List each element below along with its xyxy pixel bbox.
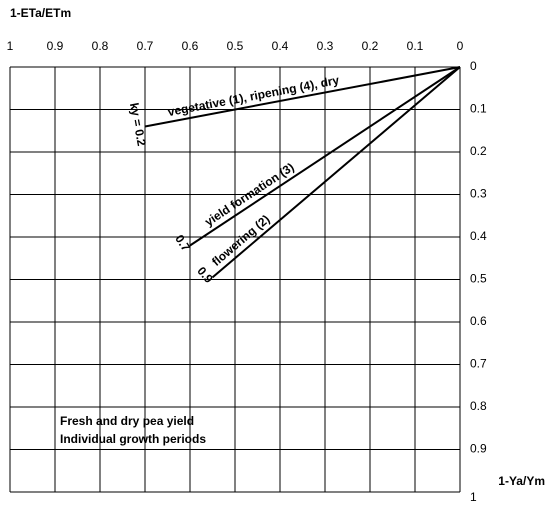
x-tick-label: 0.1 [407, 39, 424, 53]
data-line [189, 66, 461, 247]
x-axis-label: 1-ETa/ETm [10, 6, 71, 20]
ky-label: 0.9 [194, 264, 216, 286]
x-tick-label: 0.8 [92, 39, 109, 53]
x-tick-label: 0.6 [182, 39, 199, 53]
data-line [211, 66, 461, 279]
x-tick-label: 0.2 [362, 39, 379, 53]
line-label: vegetative (1), ripening (4), dry [167, 73, 341, 119]
y-tick-label: 0.3 [470, 187, 487, 201]
x-tick-label: 0.5 [227, 39, 244, 53]
x-tick-label: 0.7 [137, 39, 154, 53]
y-tick-label: 0 [470, 59, 477, 73]
x-tick-label: 0.9 [47, 39, 64, 53]
annotation: Fresh and dry pea yield [60, 414, 194, 428]
y-tick-label: 0.1 [470, 102, 487, 116]
x-tick-label: 0.4 [272, 39, 289, 53]
y-tick-label: 0.6 [470, 314, 487, 328]
data-line [144, 66, 461, 128]
y-tick-label: 0.2 [470, 144, 487, 158]
y-tick-label: 0.7 [470, 357, 487, 371]
ky-label: ky = 0.2 [127, 102, 149, 148]
x-tick-label: 1 [7, 39, 14, 53]
y-tick-label: 0.8 [470, 399, 487, 413]
x-tick-label: 0.3 [317, 39, 334, 53]
y-tick-label: 0.4 [470, 229, 487, 243]
y-tick-label: 1 [470, 490, 477, 504]
annotation: Individual growth periods [60, 432, 206, 446]
y-tick-label: 0.9 [470, 442, 487, 456]
x-tick-label: 0 [457, 39, 464, 53]
y-tick-label: 0.5 [470, 272, 487, 286]
y-axis-label: 1-Ya/Ym [498, 474, 545, 488]
